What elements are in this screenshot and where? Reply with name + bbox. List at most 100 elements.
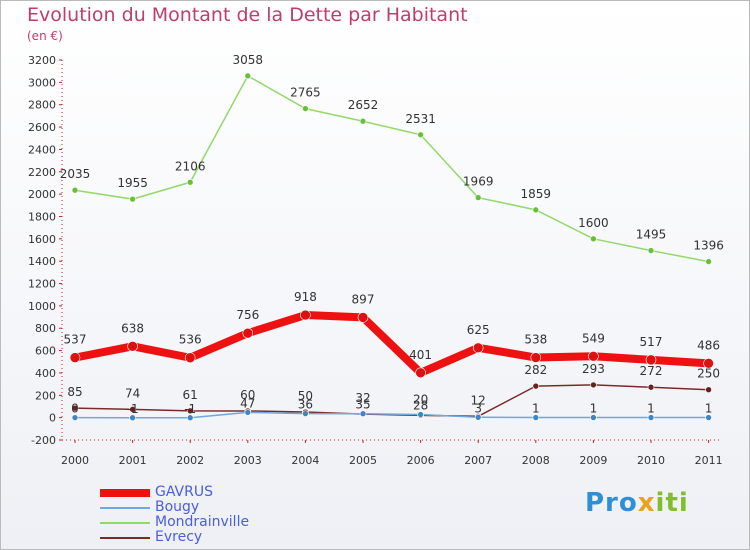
data-point-gavrus xyxy=(530,352,542,363)
data-point-evrecy xyxy=(647,383,655,391)
data-label-evrecy: 20 xyxy=(413,392,428,406)
data-point-bougy xyxy=(590,414,597,421)
data-point-mondrainville xyxy=(186,178,194,186)
data-point-gavrus xyxy=(300,309,311,321)
x-tick-label: 2004 xyxy=(291,454,319,467)
legend-swatch-bougy xyxy=(100,507,150,509)
data-point-gavrus xyxy=(357,312,369,323)
x-tick-label: 2001 xyxy=(119,454,147,467)
data-label-bougy: 1 xyxy=(590,402,598,416)
y-tick-label: 3000 xyxy=(28,76,56,89)
y-tick-label: 0 xyxy=(49,412,56,425)
legend-swatch-mondrainville xyxy=(100,522,150,524)
legend-label-mondrainville: Mondrainville xyxy=(155,514,250,530)
data-point-mondrainville xyxy=(590,235,597,243)
data-label-gavrus: 537 xyxy=(64,333,87,347)
data-label-evrecy: 61 xyxy=(183,388,198,402)
data-point-gavrus xyxy=(588,350,599,362)
legend-label-bougy: Bougy xyxy=(155,499,200,515)
data-label-bougy: 47 xyxy=(240,396,255,410)
data-label-gavrus: 401 xyxy=(409,348,432,362)
data-label-mondrainville: 1600 xyxy=(578,216,609,230)
y-tick-label: 400 xyxy=(35,367,56,380)
data-label-bougy: 3 xyxy=(474,401,482,415)
data-label-mondrainville: 2106 xyxy=(175,159,206,173)
y-tick-label: 3200 xyxy=(28,54,56,67)
data-point-gavrus xyxy=(645,354,657,366)
x-tick-label: 2011 xyxy=(695,454,723,467)
data-label-bougy: -1 xyxy=(127,402,139,416)
data-label-bougy: 28 xyxy=(413,399,428,413)
data-point-gavrus xyxy=(184,352,196,364)
data-label-evrecy: 12 xyxy=(471,393,486,407)
data-label-evrecy: 85 xyxy=(67,385,82,399)
data-label-mondrainville: 1955 xyxy=(117,176,148,190)
data-point-bougy xyxy=(359,410,367,418)
data-point-gavrus xyxy=(242,327,254,339)
data-point-gavrus xyxy=(415,367,426,379)
data-point-gavrus xyxy=(69,352,81,363)
data-point-mondrainville xyxy=(129,195,136,203)
logo-part-pro: Pro xyxy=(585,488,638,518)
logo-part-iti: iti xyxy=(655,488,689,518)
data-label-gavrus: 897 xyxy=(352,292,375,306)
data-label-gavrus: 918 xyxy=(294,290,317,304)
y-tick-label: 2600 xyxy=(28,121,56,134)
y-tick-label: 2200 xyxy=(28,166,56,179)
data-point-bougy xyxy=(532,414,540,421)
data-point-bougy xyxy=(474,414,482,421)
data-point-evrecy xyxy=(590,381,597,389)
data-point-bougy xyxy=(647,414,655,421)
data-point-mondrainville xyxy=(417,131,424,139)
data-label-evrecy: 74 xyxy=(125,386,140,400)
data-label-mondrainville: 2531 xyxy=(405,112,436,126)
x-tick-label: 2005 xyxy=(349,454,377,467)
y-tick-label: 800 xyxy=(35,322,56,335)
data-label-gavrus: 756 xyxy=(236,308,259,322)
data-point-evrecy xyxy=(532,382,540,390)
data-label-bougy: 35 xyxy=(355,398,370,412)
data-label-bougy: 1 xyxy=(647,402,655,416)
x-tick-label: 2008 xyxy=(522,454,550,467)
data-label-mondrainville: 3058 xyxy=(233,53,264,67)
data-label-mondrainville: 2035 xyxy=(60,167,91,181)
data-label-mondrainville: 1396 xyxy=(693,239,724,253)
data-point-mondrainville xyxy=(359,117,367,125)
legend-swatch-evrecy xyxy=(100,537,150,539)
y-tick-label: 1200 xyxy=(28,278,56,291)
data-label-bougy: 0 xyxy=(71,402,79,416)
data-point-mondrainville xyxy=(302,105,309,112)
data-point-mondrainville xyxy=(705,258,712,265)
legend-swatch-gavrus xyxy=(100,489,150,497)
y-tick-label: -200 xyxy=(31,434,56,447)
data-label-gavrus: 536 xyxy=(179,333,202,347)
data-point-gavrus xyxy=(127,341,138,352)
data-point-evrecy xyxy=(186,407,194,415)
data-label-gavrus: 625 xyxy=(467,323,490,337)
x-tick-label: 2006 xyxy=(407,454,435,467)
data-label-mondrainville: 1495 xyxy=(636,228,667,242)
y-tick-label: 1600 xyxy=(28,233,56,246)
data-point-bougy xyxy=(417,411,424,418)
data-label-bougy: 1 xyxy=(532,402,540,416)
data-label-evrecy: 32 xyxy=(355,391,370,405)
y-tick-label: 600 xyxy=(35,345,56,358)
chart-subtitle: (en €) xyxy=(27,29,63,43)
data-label-evrecy: 250 xyxy=(697,367,720,381)
data-point-evrecy xyxy=(129,406,136,413)
series-line-gavrus xyxy=(74,311,709,377)
data-point-bougy xyxy=(705,414,712,421)
legend-label-evrecy: Evrecy xyxy=(155,529,203,545)
data-label-mondrainville: 1969 xyxy=(463,175,494,189)
data-point-mondrainville xyxy=(244,72,252,80)
data-point-mondrainville xyxy=(474,194,482,201)
data-label-mondrainville: 1859 xyxy=(521,187,552,201)
data-label-evrecy: 60 xyxy=(240,388,255,402)
data-label-bougy: 36 xyxy=(298,398,313,412)
data-point-mondrainville xyxy=(71,186,79,194)
data-point-evrecy xyxy=(705,386,712,394)
x-tick-label: 2002 xyxy=(176,454,204,467)
data-point-bougy xyxy=(302,410,309,417)
